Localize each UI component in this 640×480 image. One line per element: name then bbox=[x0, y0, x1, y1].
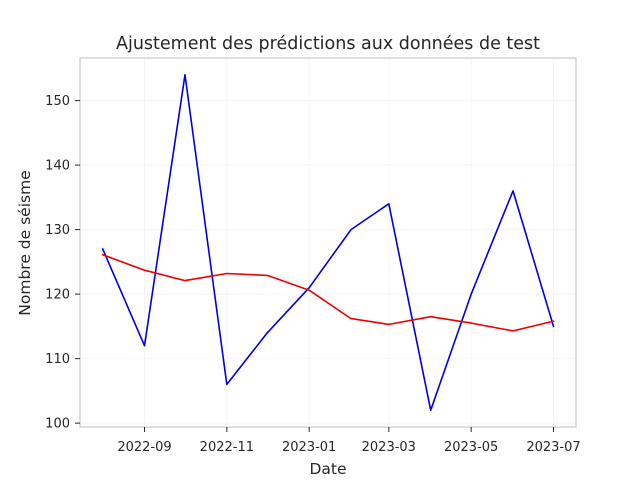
y-tick-label: 150 bbox=[45, 94, 70, 109]
chart-title: Ajustement des prédictions aux données d… bbox=[116, 34, 540, 54]
series-layer bbox=[101, 74, 555, 412]
x-tick-label: 2023-07 bbox=[526, 440, 580, 455]
y-tick-label: 100 bbox=[45, 417, 70, 432]
x-axis: 2022-09 2022-11 2023-01 2023-03 2023-05 2023-… bbox=[117, 427, 581, 455]
y-axis-label: Nombre de séisme bbox=[16, 170, 34, 315]
actual-series-line bbox=[101, 74, 555, 412]
x-tick-label: 2023-01 bbox=[282, 440, 336, 455]
grid-lines bbox=[80, 58, 576, 427]
plot-frame bbox=[79, 57, 577, 428]
x-tick-label: 2023-03 bbox=[362, 440, 416, 455]
y-tick-label: 120 bbox=[45, 288, 70, 303]
predicted-series-line bbox=[101, 253, 555, 332]
x-axis-label: Date bbox=[309, 460, 346, 478]
y-axis: 100 110 120 130 140 150 bbox=[45, 94, 80, 432]
y-tick-label: 110 bbox=[45, 352, 70, 367]
x-tick-label: 2022-09 bbox=[117, 440, 171, 455]
x-tick-label: 2023-05 bbox=[444, 440, 498, 455]
y-tick-label: 130 bbox=[45, 223, 70, 238]
y-tick-label: 140 bbox=[45, 159, 70, 174]
x-tick-label: 2022-11 bbox=[200, 440, 254, 455]
